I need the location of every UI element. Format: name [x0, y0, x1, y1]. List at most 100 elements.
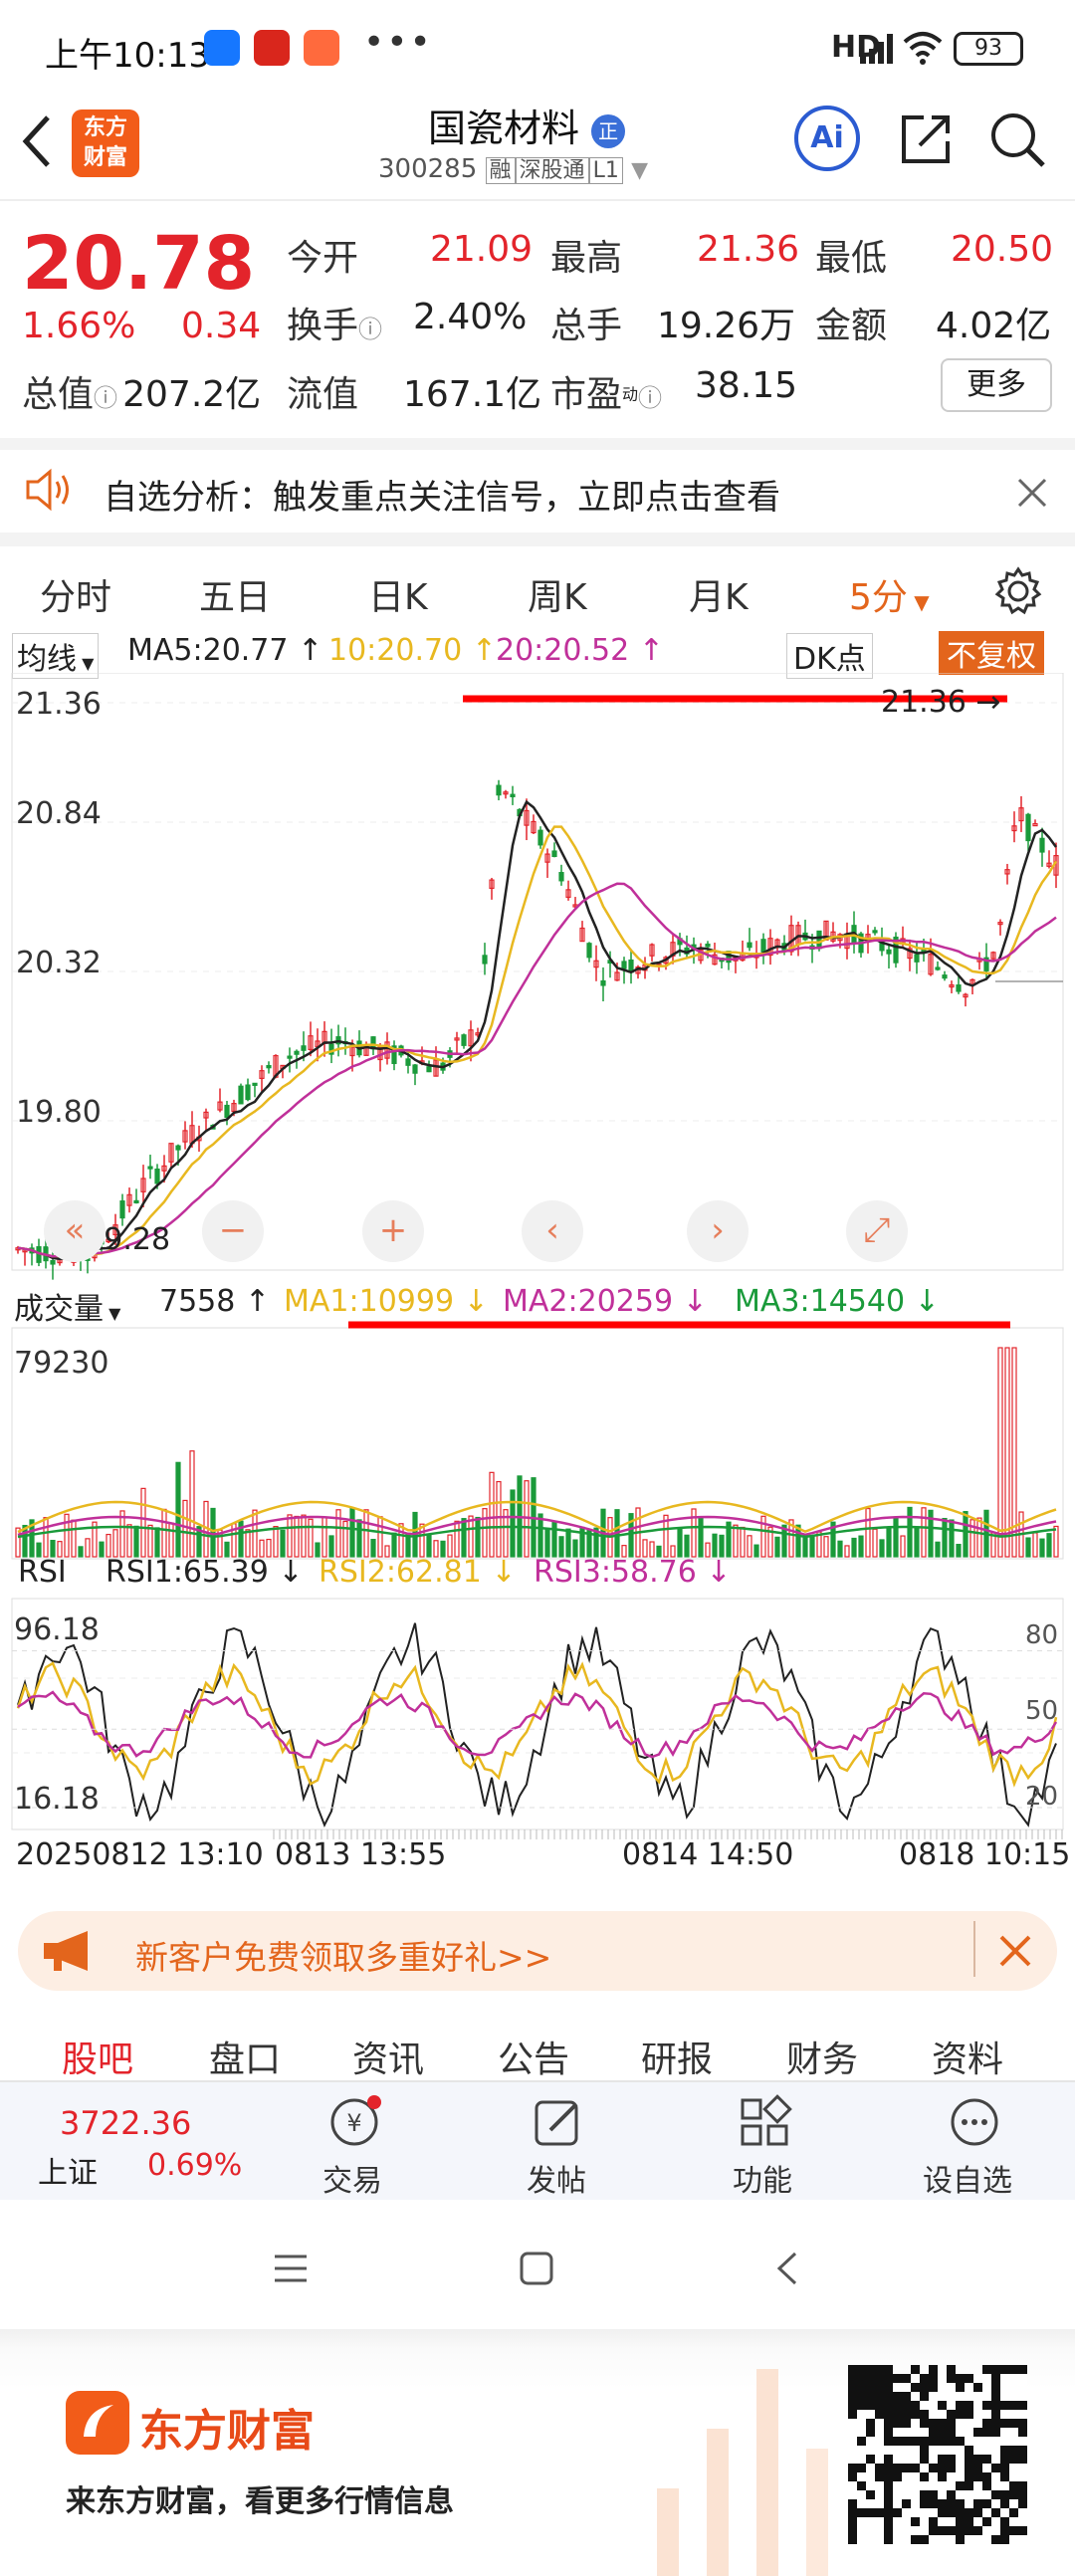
rsi2-value: RSI2:62.81 ↓ — [319, 1555, 517, 1590]
new-customer-ad[interactable]: 新客户免费领取多重好礼>> — [18, 1911, 1057, 1991]
rsi-frame — [11, 1598, 1064, 1830]
qr-module — [929, 2517, 938, 2526]
qr-module — [991, 2365, 1000, 2374]
dropdown-icon[interactable]: ▼ — [631, 158, 649, 183]
volume-bar — [92, 1521, 98, 1558]
tag-level: L1 — [588, 157, 623, 184]
volume-bar — [740, 1526, 746, 1558]
nav-functions[interactable]: 功能 — [709, 2082, 818, 2204]
qr-module — [1009, 2383, 1018, 2392]
tab-daily[interactable]: 日K — [368, 577, 428, 618]
rsi-label[interactable]: RSI — [18, 1555, 67, 1590]
candle-body — [426, 1066, 432, 1073]
candle-body — [872, 930, 878, 934]
candle-body — [287, 1055, 293, 1059]
nav-post[interactable]: 发帖 — [503, 2082, 612, 2204]
qr-module — [965, 2455, 973, 2464]
tab-profile[interactable]: 资料 — [932, 2039, 1004, 2080]
qr-module — [991, 2419, 1000, 2428]
candle-body — [538, 829, 543, 846]
ai-button[interactable]: Ai — [794, 106, 860, 171]
back-nav-icon[interactable] — [771, 2250, 801, 2287]
vol-ma2: MA2:20259 ↓ — [503, 1284, 708, 1319]
tab-5min[interactable]: 5分 ▼ — [849, 577, 930, 618]
index-widget[interactable]: 3722.36 上证 0.69% — [0, 2082, 259, 2204]
volume-bar — [928, 1509, 934, 1558]
tab-news[interactable]: 资讯 — [352, 2039, 425, 2080]
volume-bar — [753, 1544, 759, 1558]
indicator-select[interactable]: 均线 ▼ — [12, 633, 100, 679]
info-icon[interactable]: ⓘ — [638, 384, 663, 412]
qr-module — [911, 2464, 920, 2472]
close-icon[interactable] — [997, 1933, 1033, 1969]
tab-weekly[interactable]: 周K — [528, 577, 587, 618]
scroll-right-button[interactable]: › — [687, 1200, 749, 1262]
home-icon[interactable] — [518, 2250, 555, 2287]
zoom-out-button[interactable]: − — [202, 1200, 264, 1262]
analysis-banner[interactable]: 自选分析：触发重点关注信号，立即点击查看 — [0, 438, 1075, 528]
tab-guba[interactable]: 股吧 — [62, 2039, 134, 2080]
qr-module — [1018, 2401, 1027, 2410]
qr-module — [1018, 2526, 1027, 2535]
adjust-button[interactable]: 不复权 — [939, 631, 1044, 675]
volume-bar — [865, 1507, 871, 1558]
candle-body — [482, 955, 488, 965]
tab-pankou[interactable]: 盘口 — [209, 2039, 282, 2080]
volume-bar — [795, 1524, 801, 1558]
candle-body — [147, 1166, 153, 1170]
volume-bar — [189, 1450, 195, 1558]
volume-bar — [224, 1541, 230, 1558]
qr-module — [1000, 2392, 1009, 2401]
field-open: 今开 — [287, 238, 359, 279]
qr-module — [982, 2401, 991, 2410]
volume-bar — [781, 1524, 787, 1558]
info-icon[interactable]: ⓘ — [94, 384, 118, 412]
nav-add-watchlist[interactable]: 设自选 — [911, 2082, 1040, 2204]
menu-icon[interactable] — [271, 2252, 311, 2285]
tab-finance[interactable]: 财务 — [786, 2039, 859, 2080]
volume-bar — [670, 1545, 676, 1558]
info-icon[interactable]: ⓘ — [358, 316, 383, 343]
volume-bar — [969, 1519, 975, 1558]
fullscreen-button[interactable]: ⤢ — [846, 1200, 908, 1262]
field-volume: 总手 — [550, 306, 623, 346]
tab-intraday[interactable]: 分时 — [40, 577, 112, 618]
qr-module — [982, 2392, 991, 2401]
volume-bar — [510, 1489, 516, 1558]
field-open-value: 21.09 — [430, 229, 534, 270]
volume-bar — [50, 1539, 56, 1558]
scroll-left-button[interactable]: ‹ — [522, 1200, 583, 1262]
qr-module — [938, 2526, 947, 2535]
share-icon[interactable] — [896, 109, 956, 169]
volume-bar — [649, 1541, 655, 1558]
zoom-in-button[interactable]: + — [362, 1200, 424, 1262]
volume-bar — [356, 1519, 362, 1558]
candle-body — [175, 1145, 181, 1151]
back-icon[interactable] — [18, 111, 58, 171]
qr-module — [857, 2401, 866, 2410]
settings-gear-icon[interactable] — [993, 566, 1043, 616]
close-icon[interactable] — [1015, 476, 1049, 510]
tab-monthly[interactable]: 月K — [689, 577, 749, 618]
nav-trade[interactable]: ¥ 交易 — [299, 2082, 408, 2204]
search-icon[interactable] — [987, 109, 1047, 169]
qr-module — [884, 2419, 893, 2428]
alipay-icon — [204, 30, 240, 66]
qr-module — [1009, 2490, 1018, 2499]
volume-bar — [57, 1541, 63, 1558]
volume-select[interactable]: 成交量 ▼ — [14, 1292, 121, 1327]
qr-module — [965, 2446, 973, 2455]
volume-bar — [949, 1519, 955, 1558]
ma20-line — [17, 882, 1057, 1258]
more-notifications-icon: ••• — [363, 22, 433, 63]
tab-announcement[interactable]: 公告 — [498, 2039, 570, 2080]
volume-bar — [726, 1521, 732, 1558]
tab-research[interactable]: 研报 — [641, 2039, 714, 2080]
more-button[interactable]: 更多 — [941, 358, 1052, 412]
dk-point-button[interactable]: DK点 — [786, 633, 873, 679]
qr-module — [875, 2517, 884, 2526]
tab-five-day[interactable]: 五日 — [199, 577, 272, 618]
volume-bar — [558, 1536, 564, 1558]
scroll-left-fast-button[interactable]: « — [44, 1200, 106, 1262]
kline-chart[interactable] — [0, 673, 1075, 1887]
